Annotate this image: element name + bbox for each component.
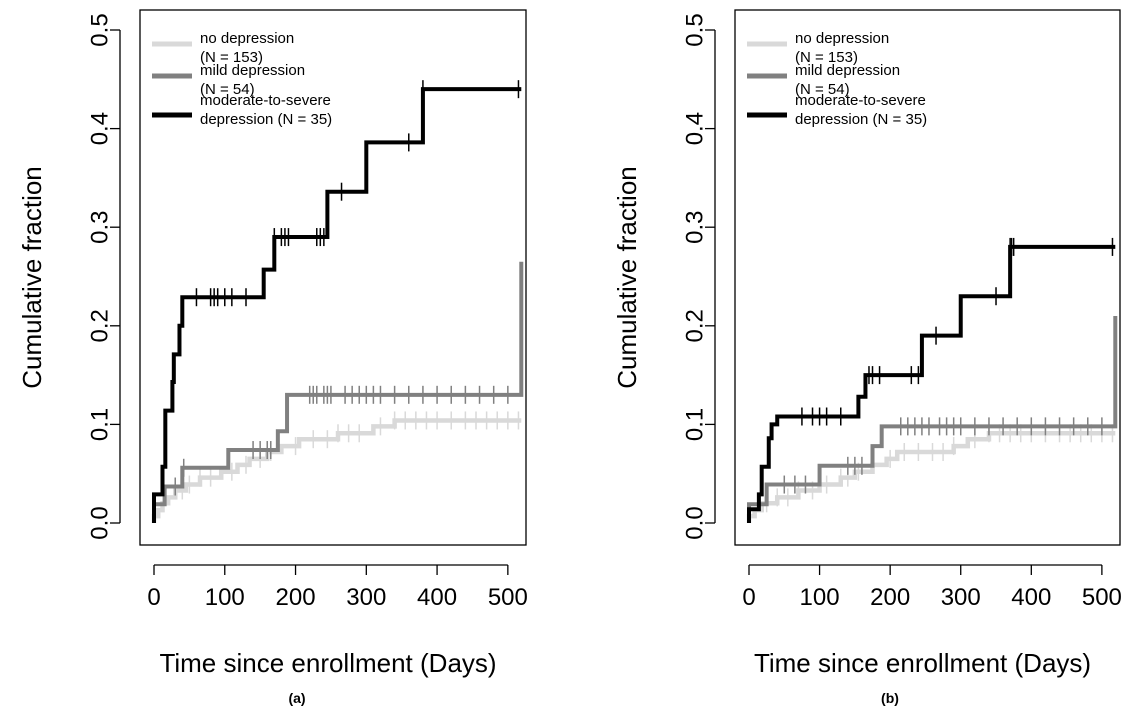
panel-a-series-1-line [152,261,524,523]
panel-a-y-tick-label: 0.0 [87,506,114,539]
panel-a-legend-label-1-line1: mild depression [200,62,305,79]
panel-b-legend-label-0-line2: (N = 153) [795,49,858,66]
panel-a-legend-label-0-line1: no depression [200,30,294,47]
panel-b-y-tick-label: 0.2 [682,309,709,342]
panel-a-x-axis-title: Time since enrollment (Days) [159,648,496,678]
panel-b-series-1-line [747,315,1118,523]
panel-a-x-tick-label: 0 [147,584,160,611]
panel-b-legend-label-2-line1: moderate-to-severe [795,92,926,109]
panel-a-label: (a) [288,690,305,706]
panel-a: 0.0 0.1 0.2 0.3 0.4 0.5 0 100 200 300 400 500 Time s… [17,9,528,706]
panel-a-x-tick-label: 300 [346,584,386,611]
panel-a-series-1 [152,261,524,523]
panel-b-x-tick-label: 300 [941,584,981,611]
panel-b-y-tick-label: 0.4 [682,112,709,145]
panel-b-x-tick-label: 0 [742,584,755,611]
panel-b-y-tick-label: 0.0 [682,506,709,539]
panel-a-y-axis-title: Cumulative fraction [17,166,47,389]
panel-b-legend-label-1-line1: mild depression [795,62,900,79]
panel-b-legend: no depression (N = 153)mild depression (N … [747,30,927,128]
panel-a-legend: no depression (N = 153)mild depression (N … [152,30,332,128]
panel-a-x-tick-label: 400 [417,584,457,611]
panel-a-y-tick-label: 0.5 [87,13,114,46]
panel-a-y-tick-label: 0.2 [87,309,114,342]
panel-a-x-tick-label: 200 [276,584,316,611]
panel-b-y-axis-title: Cumulative fraction [612,166,642,389]
panel-b-x-axis-title: Time since enrollment (Days) [754,648,1091,678]
panel-b-legend-label-0-line1: no depression [795,30,889,47]
panel-a-series-2 [152,80,522,523]
panel-b-y-tick-label: 0.1 [682,408,709,441]
panel-b-legend-label-1-line2: (N = 54) [795,81,850,98]
panel-b-y-tick-label: 0.3 [682,211,709,244]
panel-a-legend-label-0-line2: (N = 153) [200,49,263,66]
panel-a-y-tick-label: 0.1 [87,408,114,441]
panel-b-series-1 [747,315,1118,523]
panel-a-legend-label-1-line2: (N = 54) [200,81,255,98]
panel-b-series-2 [747,237,1116,523]
panel-b-y-tick-label: 0.5 [682,13,709,46]
panel-b-label: (b) [881,690,899,706]
panel-a-y-tick-label: 0.3 [87,211,114,244]
panel-b-plot-frame [734,9,1121,546]
panel-b-x-tick-label: 200 [870,584,910,611]
panel-a-x-tick-label: 100 [205,584,245,611]
panel-a-series-2-line [152,87,522,523]
panel-a-x-tick-label: 500 [488,584,528,611]
panel-a-y-tick-label: 0.4 [87,112,114,145]
panel-b: 0.0 0.1 0.2 0.3 0.4 0.5 0 100 200 300 400 500 Time s… [612,9,1122,706]
panel-a-legend-label-2-line1: moderate-to-severe [200,92,331,109]
panel-b-x-tick-label: 100 [800,584,840,611]
panel-b-x-tick-label: 400 [1011,584,1051,611]
panel-b-series-0 [746,424,1116,523]
panel-a-plot-frame [139,9,527,546]
panel-b-x-tick-label: 500 [1082,584,1122,611]
panel-b-legend-label-2-line2: depression (N = 35) [795,111,927,128]
panel-b-series-2-line [747,244,1116,523]
panel-a-legend-label-2-line2: depression (N = 35) [200,111,332,128]
